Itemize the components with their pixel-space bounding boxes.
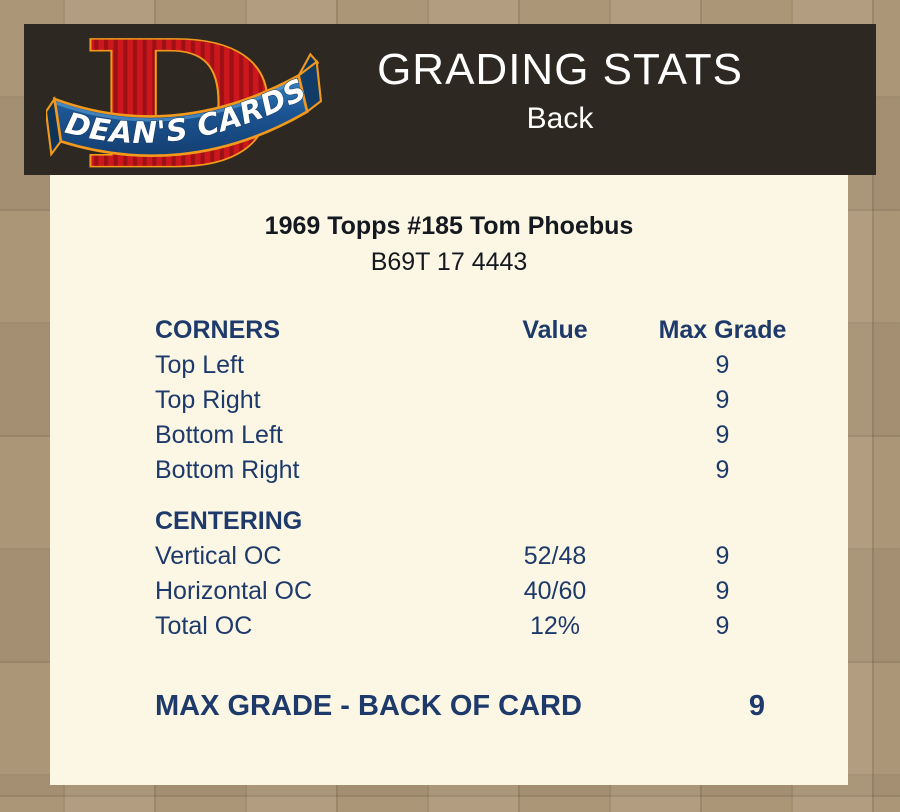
section-title: CENTERING xyxy=(155,507,303,535)
cell-max-grade: 9 xyxy=(715,421,730,449)
cell-value: 40/60 xyxy=(523,577,587,605)
summary-row: MAX GRADE - BACK OF CARD 9 xyxy=(155,688,830,724)
table-row: Total OC 12% 9 xyxy=(155,609,830,644)
cell-max-grade: 9 xyxy=(715,542,730,570)
cell-max-grade: 9 xyxy=(715,351,730,379)
grading-table: CORNERS Value Max Grade Top Left 9 Top R… xyxy=(155,313,830,644)
cell-label: Bottom Right xyxy=(155,456,300,484)
table-row: Top Right 9 xyxy=(155,383,830,418)
content-panel: 1969 Topps #185 Tom Phoebus B69T 17 4443… xyxy=(50,175,848,785)
table-row: Top Left 9 xyxy=(155,348,830,383)
header-bar: D DEAN'S CARDS GRADING STATS Back xyxy=(24,3,876,209)
deans-cards-logo[interactable]: D DEAN'S CARDS xyxy=(44,3,323,209)
table-row: Horizontal OC 40/60 9 xyxy=(155,574,830,609)
cell-label: Top Left xyxy=(155,351,244,379)
cell-max-grade: 9 xyxy=(715,612,730,640)
cell-value xyxy=(495,383,615,418)
cell-value: 12% xyxy=(529,612,581,640)
cell-value xyxy=(495,418,615,453)
table-row: Bottom Right 9 xyxy=(155,453,830,488)
summary-label: MAX GRADE - BACK OF CARD xyxy=(155,690,582,722)
card-code: B69T 17 4443 xyxy=(370,248,528,276)
table-row: Bottom Left 9 xyxy=(155,418,830,453)
section-header-centering: CENTERING xyxy=(155,488,830,539)
cell-label: Bottom Left xyxy=(155,421,283,449)
cell-label: Vertical OC xyxy=(155,542,282,570)
cell-max-grade: 9 xyxy=(715,577,730,605)
cell-label: Horizontal OC xyxy=(155,577,312,605)
table-row: Vertical OC 52/48 9 xyxy=(155,539,830,574)
cell-max-grade: 9 xyxy=(715,386,730,414)
cell-label: Total OC xyxy=(155,612,253,640)
card-title: 1969 Topps #185 Tom Phoebus xyxy=(264,212,634,240)
section-title: CORNERS xyxy=(155,316,281,344)
header-titles: GRADING STATS Back xyxy=(314,44,806,138)
cell-value: 52/48 xyxy=(523,542,587,570)
column-header-value: Value xyxy=(522,316,588,344)
deans-cards-logo-graphic: D DEAN'S CARDS xyxy=(44,3,323,209)
cell-value xyxy=(495,453,615,488)
cell-max-grade: 9 xyxy=(715,456,730,484)
page-subtitle: Back xyxy=(526,102,594,135)
cell-value xyxy=(495,348,615,383)
summary-value: 9 xyxy=(748,690,766,722)
cell-label: Top Right xyxy=(155,386,261,414)
section-header-corners: CORNERS Value Max Grade xyxy=(155,313,830,348)
page-title: GRADING STATS xyxy=(377,45,743,94)
column-header-max-grade: Max Grade xyxy=(658,316,787,344)
